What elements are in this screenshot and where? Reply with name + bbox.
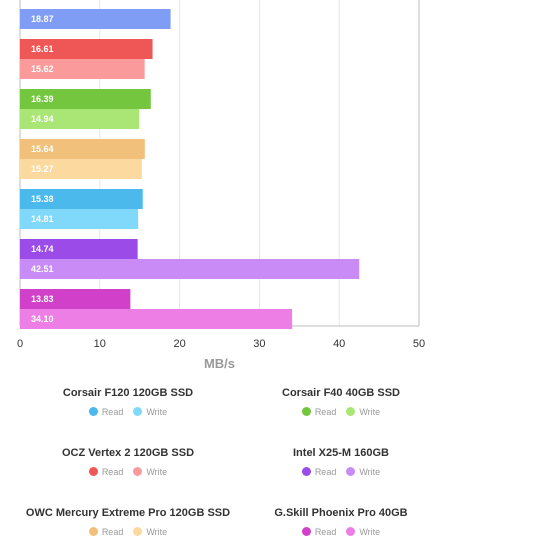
x-tick-label: 40 bbox=[333, 338, 345, 350]
legend-item-write[interactable]: Write bbox=[133, 407, 167, 417]
bar-read bbox=[20, 39, 153, 59]
legend-read-label: Read bbox=[314, 527, 337, 537]
bar-label-read: 13.83 bbox=[31, 294, 54, 304]
bar-write bbox=[20, 209, 139, 229]
legend-group: OCZ Vertex 2 120GB SSD Read Write bbox=[18, 447, 238, 477]
bar-label-read: 15.38 bbox=[31, 194, 54, 204]
bar-read bbox=[20, 139, 145, 159]
legend-read-label: Read bbox=[101, 407, 124, 417]
write-dot-icon bbox=[346, 407, 356, 416]
bar-label-write: 14.94 bbox=[31, 114, 54, 124]
bar-write bbox=[20, 9, 171, 29]
read-dot-icon bbox=[88, 467, 98, 476]
legend-write-label: Write bbox=[146, 527, 168, 537]
bar-read bbox=[20, 239, 138, 259]
x-tick-label: 20 bbox=[173, 338, 185, 350]
bar-label-write: 42.51 bbox=[31, 264, 54, 274]
bar-label-write: 14.81 bbox=[31, 214, 54, 224]
bar-label-read: 15.64 bbox=[31, 144, 54, 154]
legend-group: OWC Mercury Extreme Pro 120GB SSD Read Wri… bbox=[18, 507, 238, 537]
bar-write bbox=[20, 259, 360, 279]
bar-label-read: 16.39 bbox=[31, 94, 54, 104]
legend-item-read[interactable]: Read bbox=[301, 407, 337, 417]
read-dot-icon bbox=[88, 527, 98, 536]
write-dot-icon bbox=[346, 467, 356, 476]
legend-series-title: Corsair F40 40GB SSD bbox=[282, 387, 400, 399]
bar-write bbox=[20, 59, 145, 79]
bar-write bbox=[20, 109, 140, 129]
legend-item-write[interactable]: Write bbox=[346, 407, 380, 417]
legend-read-label: Read bbox=[314, 467, 337, 477]
legend-write-label: Write bbox=[146, 467, 168, 477]
bar-write bbox=[20, 159, 142, 179]
read-dot-icon bbox=[301, 467, 311, 476]
legend-series-title: OWC Mercury Extreme Pro 120GB SSD bbox=[25, 507, 231, 519]
legend-item-read[interactable]: Read bbox=[301, 467, 337, 477]
bar-label-write: 15.62 bbox=[31, 64, 54, 74]
legend-item-write[interactable]: Write bbox=[346, 527, 380, 537]
bar-read bbox=[20, 289, 131, 309]
legend-group: Corsair F120 120GB SSD Read Write bbox=[18, 387, 238, 417]
bar-read bbox=[20, 189, 143, 209]
legend-write-label: Write bbox=[146, 407, 168, 417]
legend-series-title: Corsair F120 120GB SSD bbox=[62, 387, 194, 399]
bar-label-read: 16.61 bbox=[31, 44, 54, 54]
legend-item-write[interactable]: Write bbox=[346, 467, 380, 477]
x-tick-label: 10 bbox=[94, 338, 106, 350]
legend-group: Corsair F40 40GB SSD Read Write bbox=[231, 387, 451, 417]
bar-label-write: 15.27 bbox=[31, 164, 54, 174]
bar-chart: 18.87 16.61 15.62 16.39 14.94 15.64 15.27 15.38… bbox=[17, 0, 425, 371]
legend-group: Intel X25-M 160GB Read Write bbox=[231, 447, 451, 477]
legend-item-write[interactable]: Write bbox=[133, 527, 167, 537]
write-dot-icon bbox=[346, 527, 356, 536]
bar-read bbox=[20, 89, 151, 109]
legend-write-label: Write bbox=[359, 527, 381, 537]
bar-write bbox=[20, 309, 293, 329]
legend-group: G.Skill Phoenix Pro 40GB Read Write bbox=[231, 507, 451, 537]
x-tick-label: 0 bbox=[17, 338, 23, 350]
read-dot-icon bbox=[88, 407, 98, 416]
legend-read-label: Read bbox=[101, 527, 124, 537]
read-dot-icon bbox=[301, 407, 311, 416]
legend-item-read[interactable]: Read bbox=[88, 407, 124, 417]
legend-item-read[interactable]: Read bbox=[88, 527, 124, 537]
legend-write-label: Write bbox=[359, 467, 381, 477]
legend-series-title: OCZ Vertex 2 120GB SSD bbox=[61, 447, 195, 459]
bar-label-write: 34.10 bbox=[31, 314, 54, 324]
legend-series-title: G.Skill Phoenix Pro 40GB bbox=[274, 507, 408, 519]
x-tick-label: 50 bbox=[413, 338, 425, 350]
legend-read-label: Read bbox=[101, 467, 124, 477]
write-dot-icon bbox=[133, 467, 143, 476]
bar-label-read: 14.74 bbox=[31, 244, 54, 254]
bar-label-write: 18.87 bbox=[31, 14, 54, 24]
read-dot-icon bbox=[301, 527, 311, 536]
write-dot-icon bbox=[133, 527, 143, 536]
write-dot-icon bbox=[133, 407, 143, 416]
legend-item-write[interactable]: Write bbox=[133, 467, 167, 477]
legend-item-read[interactable]: Read bbox=[88, 467, 124, 477]
legend-series-title: Intel X25-M 160GB bbox=[293, 447, 389, 459]
legend-item-read[interactable]: Read bbox=[301, 527, 337, 537]
legend-read-label: Read bbox=[314, 407, 337, 417]
x-tick-label: 30 bbox=[253, 338, 265, 350]
legend-write-label: Write bbox=[359, 407, 381, 417]
x-axis-title: MB/s bbox=[204, 356, 235, 371]
